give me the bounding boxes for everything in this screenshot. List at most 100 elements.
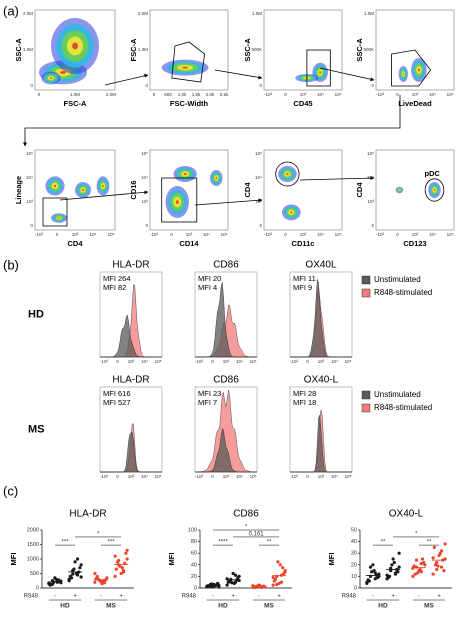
y-tick-label: 1.0M xyxy=(138,47,148,52)
x-tick-label: 0 xyxy=(396,232,399,237)
dot xyxy=(413,572,417,576)
dot xyxy=(431,556,435,560)
gate xyxy=(171,41,206,83)
gate-arrow xyxy=(319,67,375,82)
y-tick-label: 0 xyxy=(194,585,197,591)
dot xyxy=(211,585,215,589)
dot xyxy=(68,574,72,579)
x-tick-label: 10⁴ xyxy=(317,92,324,97)
gate-label: pDC xyxy=(424,169,440,178)
mfi-unstimulated: MFI 4 xyxy=(198,283,217,292)
y-tick-label: 80 xyxy=(191,539,197,545)
x-tick-label: - xyxy=(418,594,420,600)
y-tick-label: 500K xyxy=(251,47,262,52)
y-tick-label: 10⁵ xyxy=(367,151,374,156)
y-tick-label: 0 xyxy=(36,585,39,591)
x-tick-label: 10³ xyxy=(412,232,419,237)
x-tick-label: 0 xyxy=(284,232,287,237)
dot xyxy=(93,571,97,576)
mfi-stimulated: MFI 23 xyxy=(198,389,221,398)
dot xyxy=(55,578,59,583)
dot xyxy=(283,570,287,574)
x-tick-label: 10⁴ xyxy=(429,92,436,97)
x-tick-label: 1.0M xyxy=(70,92,80,97)
flow-plot: 0 1.0M 2.0M 0 1.0M 2.0M FSC-A SSC-A xyxy=(14,9,116,108)
significance-label: *** xyxy=(61,540,69,546)
x-tick-label: 10³ xyxy=(72,232,79,237)
x-tick-label: 10⁴ xyxy=(317,232,324,237)
dot xyxy=(414,558,419,562)
gate-arrow xyxy=(23,95,401,147)
x-axis-label: R848 xyxy=(182,594,197,600)
x-tick-label: 1.0k xyxy=(178,92,187,97)
x-tick-label: 0 xyxy=(38,92,41,97)
group-label: HD xyxy=(60,603,70,610)
x-axis-label: R848 xyxy=(342,594,357,600)
dot xyxy=(124,551,128,555)
x-tick-label: 10⁵ xyxy=(250,359,257,364)
group-label: HD xyxy=(218,603,228,610)
x-tick-label: 0 xyxy=(116,474,119,479)
dot xyxy=(431,572,435,576)
dot xyxy=(433,563,438,567)
dot xyxy=(419,562,423,566)
gate xyxy=(161,177,198,223)
density xyxy=(175,200,179,204)
dot xyxy=(435,567,439,572)
dot xyxy=(377,572,381,576)
legend-swatch xyxy=(361,275,371,285)
x-tick-label: 10⁵ xyxy=(155,359,162,364)
y-axis-label: CD16 xyxy=(129,180,138,199)
significance-label: *** xyxy=(107,540,115,546)
legend-swatch xyxy=(361,288,371,298)
dot xyxy=(385,573,389,577)
y-axis-label: MFI xyxy=(167,553,176,566)
significance-label: * xyxy=(415,532,418,538)
x-tick-label: - xyxy=(212,594,214,600)
dot xyxy=(79,575,83,579)
x-axis-label: LiveDead xyxy=(398,99,432,108)
x-tick-label: 0 xyxy=(153,92,156,97)
y-tick-label: 2000 xyxy=(27,527,39,533)
dot xyxy=(118,564,122,568)
dot xyxy=(411,574,415,579)
y-tick-label: 10⁵ xyxy=(26,151,33,156)
histogram-title: OX40L xyxy=(305,260,337,271)
histogram-unstimulated xyxy=(290,279,352,358)
chart-title: OX40-L xyxy=(389,509,424,520)
dot xyxy=(232,581,236,585)
x-tick-label: - xyxy=(258,594,260,600)
legend-swatch xyxy=(361,390,371,400)
y-tick-label: 10³ xyxy=(141,199,148,204)
x-tick-label: -10³ xyxy=(264,92,273,97)
y-tick-label: 500K xyxy=(363,47,374,52)
gate-arrow xyxy=(299,176,375,181)
y-axis-label: CD4 xyxy=(243,182,252,198)
x-tick-label: - xyxy=(372,594,374,600)
gate xyxy=(42,197,68,227)
x-tick-label: 10³ xyxy=(128,359,135,364)
histogram-unstimulated xyxy=(195,282,257,358)
dot xyxy=(390,563,394,567)
x-tick-label: 10³ xyxy=(186,232,193,237)
dot xyxy=(113,554,117,558)
x-tick-label: 10⁵ xyxy=(335,232,342,237)
x-tick-label: -10³ xyxy=(290,474,299,479)
dot xyxy=(229,580,233,584)
gate xyxy=(275,161,300,187)
y-tick-label: 0 xyxy=(145,83,148,88)
dot xyxy=(432,545,436,550)
y-tick-label: 10³ xyxy=(26,199,33,204)
chart-title: HLA-DR xyxy=(69,509,106,520)
dot xyxy=(113,574,117,579)
y-axis-label: Lineage xyxy=(14,176,23,204)
x-tick-label: 10⁴ xyxy=(203,232,210,237)
y-tick-label: 10⁴ xyxy=(255,175,262,180)
x-tick-label: -10³ xyxy=(35,232,44,237)
mfi-stimulated: MFI 264 xyxy=(103,274,131,283)
